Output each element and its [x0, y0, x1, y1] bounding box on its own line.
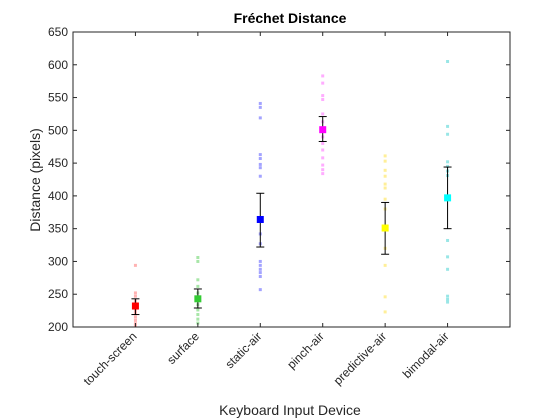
- data-point: [258, 288, 262, 292]
- x-tick-label: predictive-air: [331, 329, 389, 387]
- data-point: [321, 168, 325, 172]
- x-axis: touch-screen surface static-air pinch-air pr…: [81, 32, 452, 388]
- data-point: [446, 160, 450, 164]
- data-point: [446, 300, 450, 304]
- data-point: [383, 154, 387, 158]
- data-point: [446, 124, 450, 128]
- data-point: [321, 98, 325, 102]
- mean-marker: [194, 295, 202, 303]
- data-point: [133, 294, 137, 298]
- mean-marker: [256, 215, 264, 223]
- data-point: [196, 259, 200, 263]
- mean-marker: [131, 302, 139, 310]
- data-point: [446, 267, 450, 271]
- y-tick-label: 350: [48, 222, 68, 236]
- data-point: [133, 263, 137, 267]
- data-point: [383, 159, 387, 163]
- data-point: [383, 197, 387, 201]
- data-point: [258, 162, 262, 166]
- data-point: [446, 238, 450, 242]
- series-surface: [193, 256, 202, 325]
- series-bimodal-air: [443, 60, 452, 304]
- mean-marker: [319, 126, 327, 134]
- data-point: [321, 163, 325, 167]
- data-point: [321, 74, 325, 78]
- data-point: [258, 105, 262, 109]
- data-point: [258, 174, 262, 178]
- data-point: [258, 157, 262, 161]
- data-point: [258, 101, 262, 105]
- data-point: [446, 297, 450, 301]
- data-point: [196, 284, 200, 288]
- data-point: [383, 174, 387, 178]
- data-point: [196, 313, 200, 317]
- data-point: [258, 271, 262, 275]
- data-point: [383, 182, 387, 186]
- data-point: [446, 255, 450, 259]
- data-point: [258, 263, 262, 267]
- x-tick-label: bimodal-air: [400, 329, 452, 381]
- data-point: [258, 259, 262, 263]
- data-point: [196, 308, 200, 312]
- data-point: [196, 256, 200, 260]
- y-axis: 200 250 300 350 400 450 500 550 600 650: [48, 25, 510, 334]
- chart-title: Fréchet Distance: [234, 10, 347, 26]
- y-tick-label: 250: [48, 287, 68, 301]
- series-static-air: [256, 101, 265, 292]
- data-point: [446, 294, 450, 298]
- data-point: [321, 141, 325, 145]
- data-point: [383, 186, 387, 190]
- data-point: [321, 94, 325, 98]
- data-point: [258, 116, 262, 120]
- y-tick-label: 400: [48, 189, 68, 203]
- x-tick-label: static-air: [222, 329, 264, 371]
- mean-marker: [444, 194, 452, 202]
- data-point: [258, 153, 262, 157]
- x-axis-label: Keyboard Input Device: [219, 402, 361, 418]
- data-point: [258, 267, 262, 271]
- x-tick-label: surface: [164, 329, 202, 367]
- data-point: [258, 166, 262, 170]
- x-tick-label: touch-screen: [81, 329, 140, 388]
- series-predictive-air: [381, 154, 390, 314]
- data-point: [321, 81, 325, 85]
- data-point: [133, 315, 137, 319]
- y-tick-label: 500: [48, 123, 68, 137]
- data-point: [446, 164, 450, 168]
- data-point: [133, 318, 137, 322]
- y-tick-label: 600: [48, 58, 68, 72]
- data-point: [383, 310, 387, 314]
- data-point: [321, 156, 325, 160]
- data-point: [321, 172, 325, 176]
- data-point: [446, 60, 450, 63]
- x-tick-label: pinch-air: [284, 329, 326, 371]
- data-point: [321, 112, 325, 116]
- axes-box: [72, 31, 511, 328]
- y-tick-label: 450: [48, 156, 68, 170]
- y-tick-label: 200: [48, 320, 68, 334]
- data-point: [196, 317, 200, 321]
- data-point: [133, 291, 137, 295]
- series-touch-screen: [131, 263, 140, 328]
- mean-marker: [381, 224, 389, 232]
- y-tick-label: 650: [48, 25, 68, 39]
- data-point: [196, 278, 200, 282]
- y-tick-label: 300: [48, 254, 68, 268]
- data-point: [383, 263, 387, 267]
- data-point: [383, 295, 387, 299]
- data-point: [383, 168, 387, 172]
- data-point: [446, 132, 450, 136]
- series-pinch-air: [318, 74, 327, 176]
- data-point: [321, 148, 325, 152]
- plot-area: [131, 60, 452, 328]
- y-axis-label: Distance (pixels): [27, 128, 43, 231]
- data-point: [258, 275, 262, 279]
- y-tick-label: 550: [48, 91, 68, 105]
